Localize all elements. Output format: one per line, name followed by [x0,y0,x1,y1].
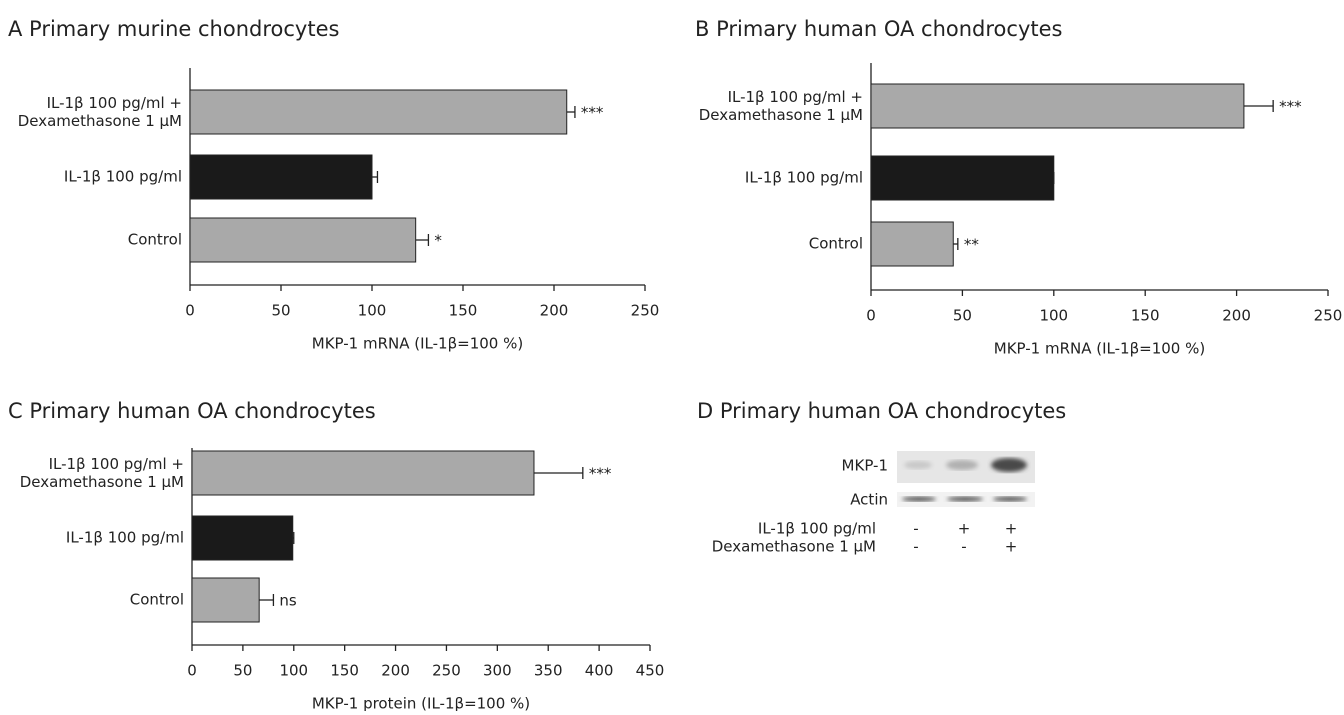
x-tick-label: 0 [866,307,876,325]
significance-label: ** [964,236,980,254]
x-tick-label: 0 [185,302,195,320]
condition-sign: - [961,538,966,556]
significance-label: * [434,232,442,250]
chart-panel: C Primary human OA chondrocytes 0 50 100 150… [8,399,664,711]
blot-panel: D Primary human OA chondrocytes MKP-1 Ac… [697,399,1066,509]
x-tick-label: 200 [1222,307,1251,325]
x-axis-label: MKP-1 protein (IL-1β=100 %) [312,695,530,712]
y-tick-label: IL-1β 100 pg/ml +Dexamethasone 1 µM [18,94,182,130]
y-tick-label: Control [130,591,184,609]
bar [192,578,259,622]
x-axis-label: MKP-1 mRNA (IL-1β=100 %) [994,340,1205,358]
condition-sign: + [958,520,971,538]
x-tick-label: 250 [631,302,660,320]
bar [192,516,293,560]
condition-sign: - [913,538,918,556]
x-tick-label: 200 [381,662,410,680]
bar [190,90,567,134]
x-tick-label: 450 [636,662,665,680]
bar [192,451,534,495]
chart-panel: A Primary murine chondrocytes 0 50 100 150 20… [8,17,659,353]
condition-sign: - [913,520,918,538]
y-tick-label: IL-1β 100 pg/ml [64,168,182,186]
x-tick-label: 50 [271,302,290,320]
x-tick-label: 150 [1131,307,1160,325]
bar [871,156,1054,200]
bar [190,155,372,199]
condition-label: IL-1β 100 pg/ml [758,520,876,538]
error-bar [534,467,583,479]
x-tick-label: 200 [540,302,569,320]
error-bar [953,238,958,250]
y-tick-label: IL-1β 100 pg/ml [66,529,184,547]
panel-title: C Primary human OA chondrocytes [8,399,376,423]
blot-band [993,497,1027,502]
y-tick-label: IL-1β 100 pg/ml +Dexamethasone 1 µM [699,88,863,124]
x-tick-label: 250 [432,662,461,680]
blot-band [991,458,1027,472]
error-bar [372,171,377,183]
x-tick-label: 50 [953,307,972,325]
blot-band [904,461,932,469]
error-bar [567,106,575,118]
x-tick-label: 250 [1314,307,1343,325]
blot-band [902,497,936,502]
x-tick-label: 300 [483,662,512,680]
x-tick-label: 150 [449,302,478,320]
x-tick-label: 0 [187,662,197,680]
x-tick-label: 100 [279,662,308,680]
x-tick-label: 150 [330,662,359,680]
condition-sign: + [1005,538,1018,556]
panel-title: B Primary human OA chondrocytes [695,17,1062,41]
bar [871,84,1244,128]
bar [871,222,953,266]
significance-label: *** [589,465,612,483]
x-axis-label: MKP-1 mRNA (IL-1β=100 %) [312,335,523,353]
panel-title: D Primary human OA chondrocytes [697,399,1066,423]
condition-sign: + [1005,520,1018,538]
x-tick-label: 100 [1039,307,1068,325]
significance-label: *** [1279,98,1302,116]
y-tick-label: Control [128,231,182,249]
figure: D Primary human OA chondrocytes MKP-1 Ac… [0,0,1344,711]
condition-label: Dexamethasone 1 µM [712,538,876,556]
blot-band [947,497,983,502]
y-tick-label: IL-1β 100 pg/ml [745,169,863,187]
x-tick-label: 400 [585,662,614,680]
significance-label: ns [279,592,297,610]
panel-title: A Primary murine chondrocytes [8,17,339,41]
blot-row-label: Actin [850,491,888,509]
y-tick-label: IL-1β 100 pg/ml +Dexamethasone 1 µM [20,455,184,491]
chart-panel: B Primary human OA chondrocytes 0 50 100 150… [695,17,1342,358]
bar [190,218,416,262]
error-bar [259,594,273,606]
significance-label: *** [581,104,604,122]
error-bar [1244,100,1273,112]
x-tick-label: 350 [534,662,563,680]
x-tick-label: 100 [358,302,387,320]
y-tick-label: Control [809,235,863,253]
blot-band [946,460,978,470]
error-bar [416,234,429,246]
blot-row-label: MKP-1 [842,457,888,475]
x-tick-label: 50 [233,662,252,680]
